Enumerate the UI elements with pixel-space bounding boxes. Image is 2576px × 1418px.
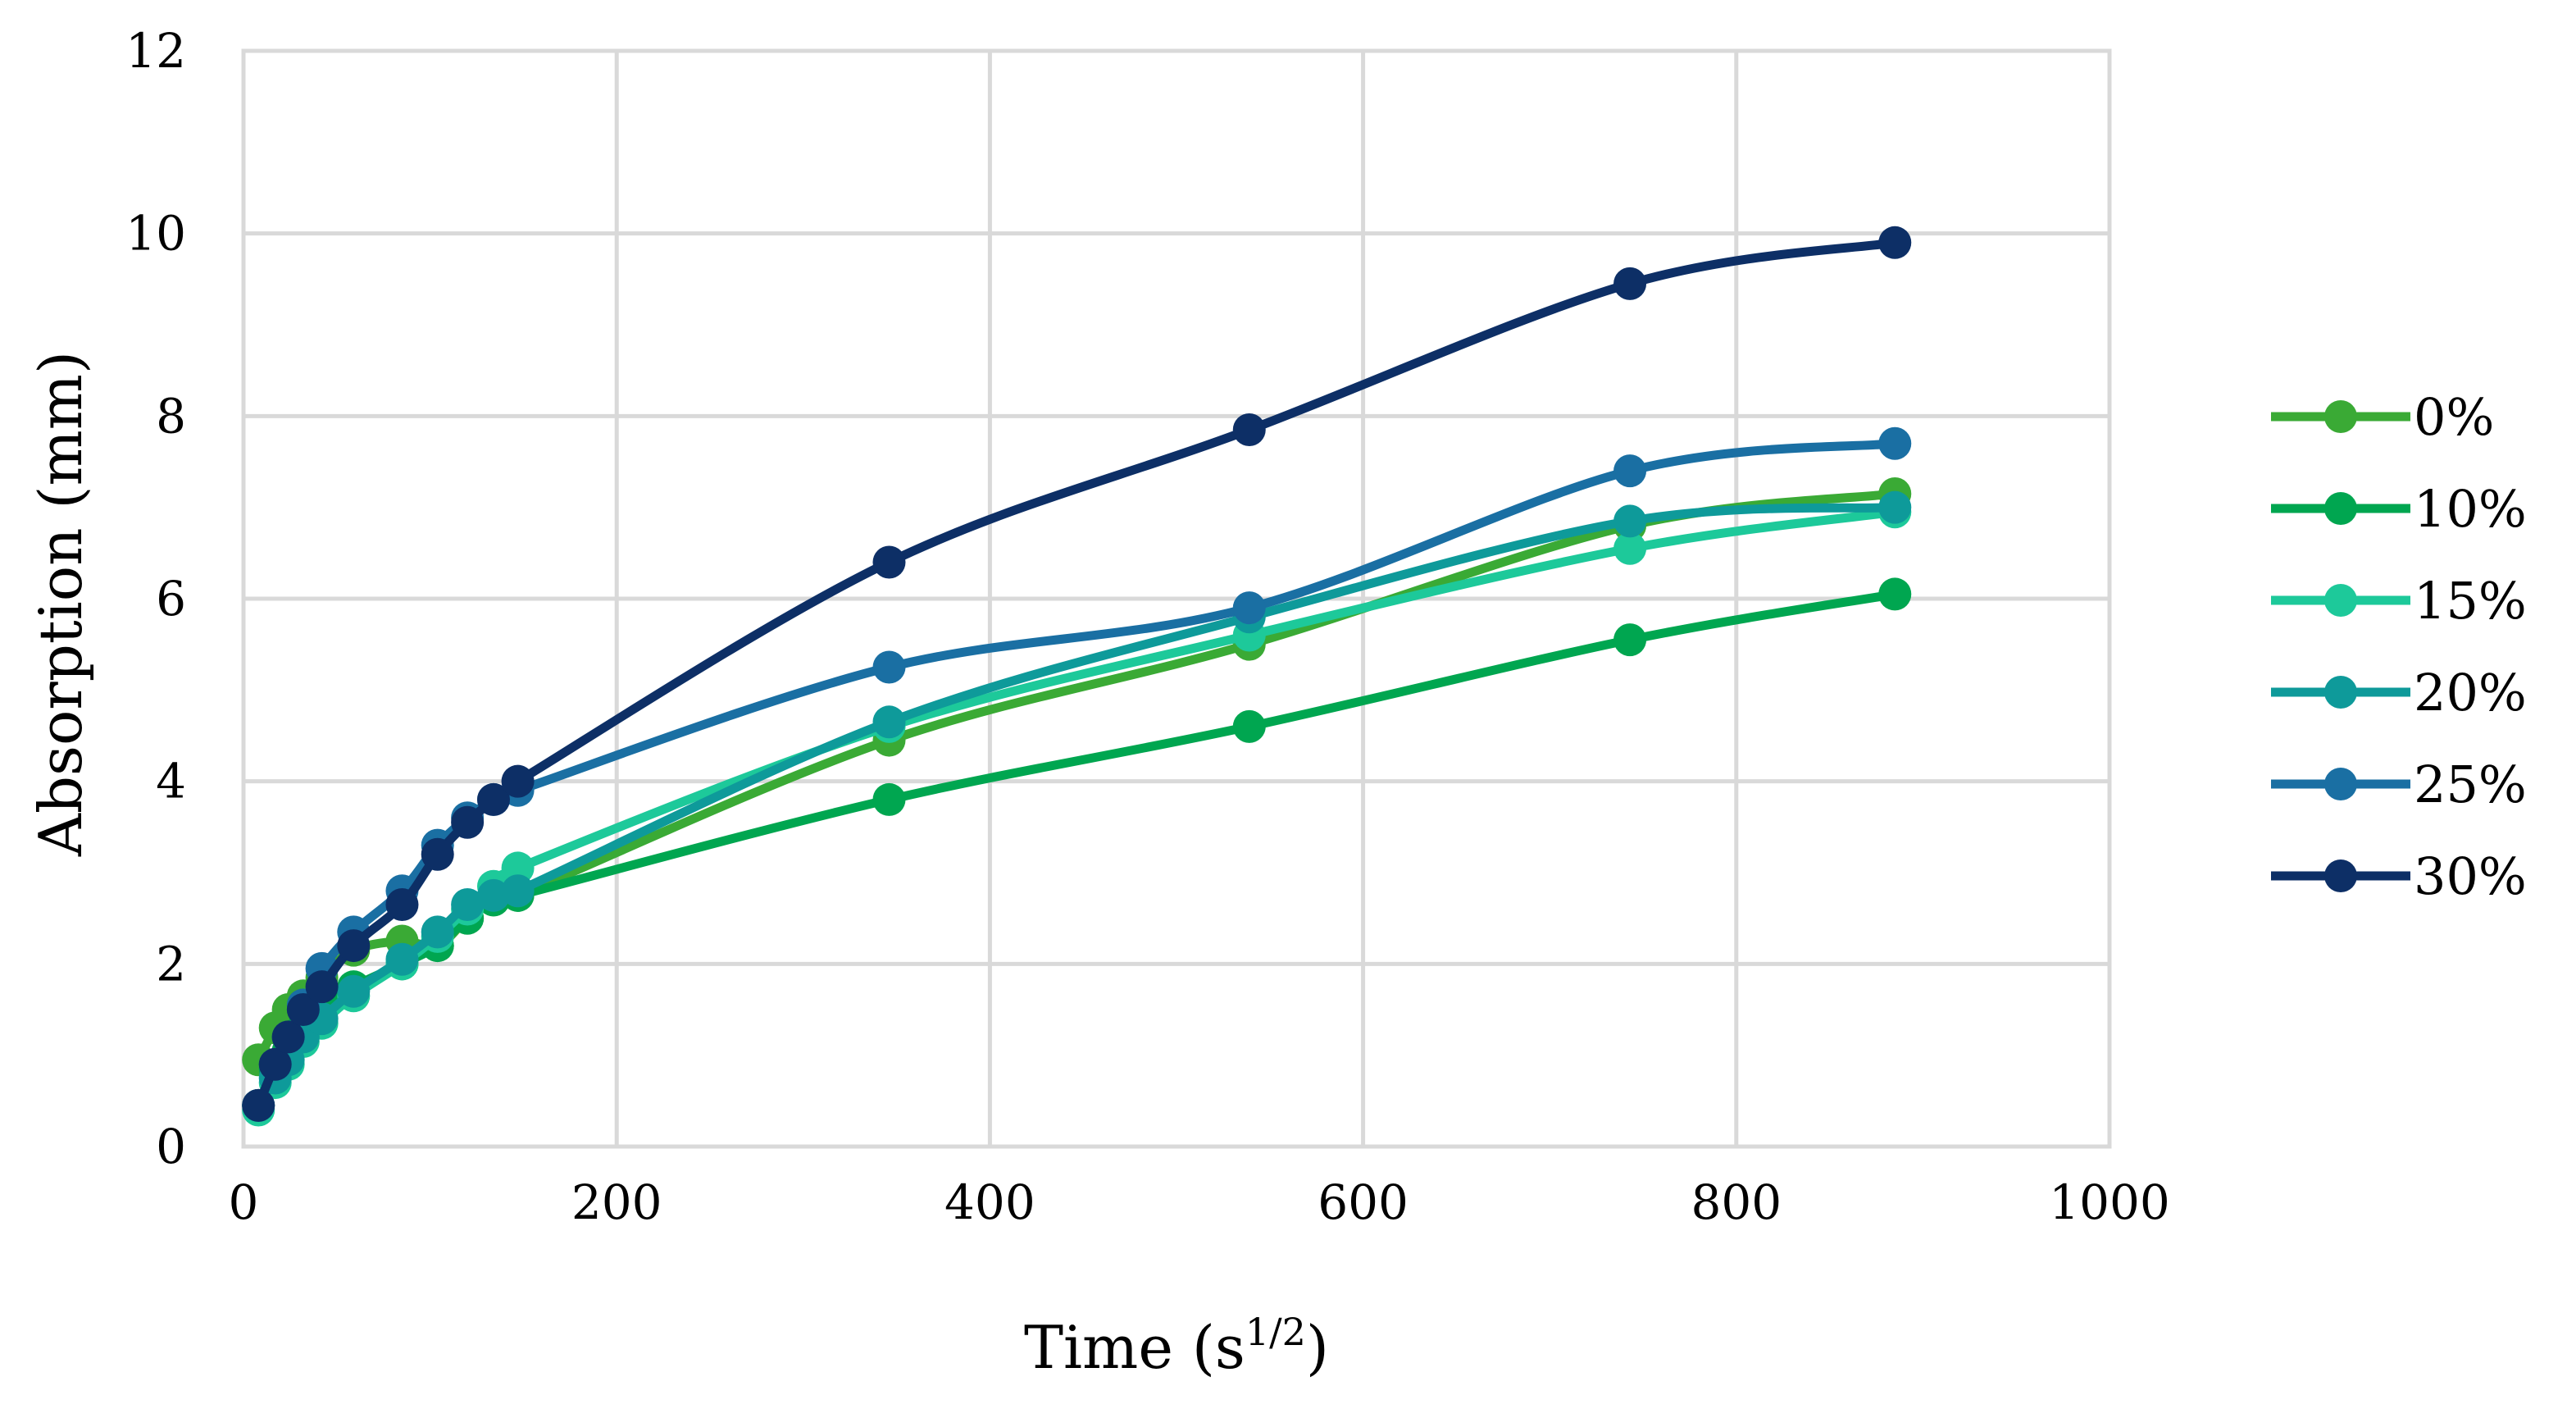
- data-point: [337, 974, 371, 1008]
- legend-swatch-marker: [2324, 584, 2357, 617]
- y-tick-label: 4: [156, 754, 186, 809]
- data-point: [1232, 709, 1266, 743]
- data-point: [242, 1088, 275, 1122]
- data-point: [271, 1020, 305, 1054]
- data-point: [1878, 490, 1912, 524]
- y-tick-label: 0: [156, 1119, 186, 1174]
- x-tick-label: 600: [1318, 1174, 1409, 1230]
- x-axis-title-superscript: 1/2: [1245, 1310, 1306, 1354]
- data-point: [1613, 531, 1647, 565]
- series-lines: [242, 226, 1912, 1127]
- axis-ticks: 0 200 400 600 800 1000 0 2 4 6 8 10 12: [125, 23, 2170, 1230]
- data-point: [421, 915, 454, 949]
- legend-item: 20%: [2271, 663, 2527, 723]
- data-point: [286, 993, 320, 1026]
- legend: 0% 10% 15% 20% 25% 30%: [2271, 387, 2527, 906]
- legend-item: 25%: [2271, 755, 2527, 814]
- legend-label: 30%: [2414, 846, 2527, 906]
- y-tick-label: 6: [156, 571, 186, 627]
- x-tick-label: 0: [229, 1174, 259, 1230]
- data-point: [258, 1047, 292, 1081]
- data-point: [451, 887, 485, 921]
- legend-label: 0%: [2414, 387, 2494, 447]
- legend-label: 20%: [2414, 663, 2527, 723]
- data-point: [1232, 413, 1266, 447]
- data-point: [501, 874, 535, 908]
- data-point: [501, 851, 535, 885]
- y-tick-label: 2: [156, 936, 186, 992]
- data-point: [872, 650, 906, 684]
- legend-swatch-marker: [2324, 676, 2357, 709]
- data-point: [421, 837, 454, 871]
- x-axis-title: Time (s1/2): [1024, 1310, 1329, 1382]
- data-point: [1878, 577, 1912, 611]
- legend-label: 25%: [2414, 755, 2527, 814]
- data-point: [1878, 426, 1912, 460]
- data-point: [476, 782, 510, 816]
- y-tick-label: 12: [125, 23, 186, 79]
- x-axis-title-end: ): [1306, 1313, 1329, 1382]
- data-point: [501, 764, 535, 798]
- x-tick-label: 200: [571, 1174, 662, 1230]
- data-point: [385, 942, 419, 976]
- legend-swatch-marker: [2324, 492, 2357, 525]
- y-tick-label: 8: [156, 388, 186, 444]
- x-tick-label: 400: [944, 1174, 1035, 1230]
- data-point: [1613, 623, 1647, 657]
- data-point: [385, 887, 419, 921]
- data-point: [872, 705, 906, 739]
- x-tick-label: 1000: [2049, 1174, 2170, 1230]
- legend-item: 0%: [2271, 387, 2494, 447]
- legend-swatch-marker: [2324, 400, 2357, 433]
- plot-area-frame: [241, 48, 2112, 1149]
- y-tick-label: 10: [125, 206, 186, 262]
- legend-label: 15%: [2414, 571, 2527, 631]
- y-axis-title: Absorption (mm): [26, 351, 95, 857]
- data-point: [872, 545, 906, 579]
- legend-swatch-marker: [2324, 859, 2357, 892]
- data-point: [451, 805, 485, 839]
- data-point: [872, 782, 906, 816]
- data-point: [1613, 454, 1647, 488]
- legend-swatch-marker: [2324, 768, 2357, 800]
- legend-item: 15%: [2271, 571, 2527, 631]
- data-point: [1232, 591, 1266, 625]
- data-point: [476, 878, 510, 912]
- x-axis-title-main: Time (s: [1024, 1313, 1245, 1382]
- series-30-percent: [242, 226, 1912, 1122]
- data-point: [1613, 267, 1647, 300]
- x-tick-label: 800: [1691, 1174, 1782, 1230]
- legend-item: 30%: [2271, 846, 2527, 906]
- data-point: [1613, 504, 1647, 538]
- legend-item: 10%: [2271, 479, 2527, 539]
- data-point: [1878, 226, 1912, 259]
- legend-label: 10%: [2414, 479, 2527, 539]
- data-point: [337, 929, 371, 963]
- data-point: [305, 970, 339, 1004]
